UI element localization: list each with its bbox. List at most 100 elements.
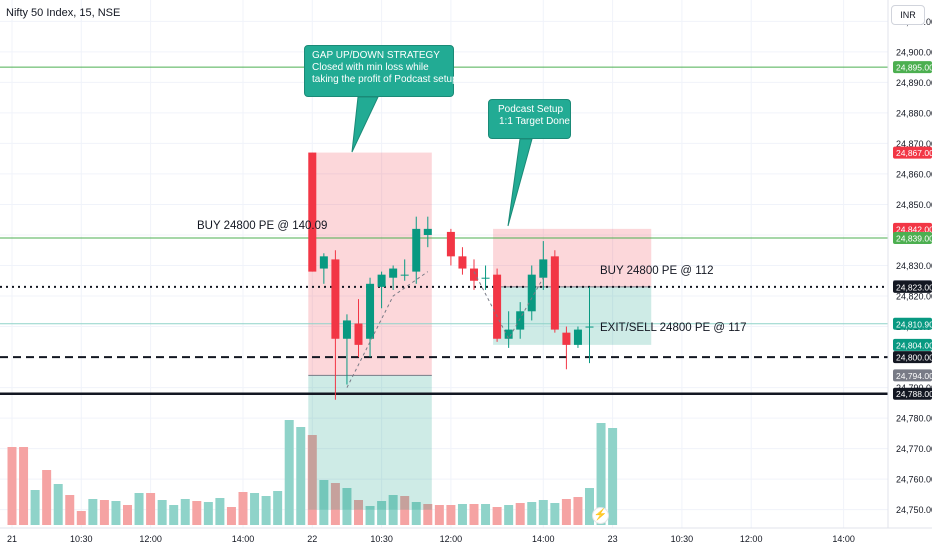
- time-tick-label: 12:00: [440, 534, 463, 544]
- candle-body: [470, 268, 478, 281]
- volume-bar: [250, 493, 260, 525]
- volume-bar: [573, 497, 583, 525]
- price-tag: [893, 387, 932, 400]
- horizontal-lines[interactable]: [0, 66, 888, 395]
- gap-strategy-callout[interactable]: GAP UP/DOWN STRATEGY Closed with min los…: [304, 45, 458, 97]
- volume-bar: [538, 500, 548, 525]
- callout-tails: [351, 96, 533, 227]
- candle-body: [516, 311, 525, 330]
- chart-title: Nifty 50 Index, 15, NSE: [6, 7, 121, 19]
- exit-annotation[interactable]: EXIT/SELL 24800 PE @ 117: [600, 322, 747, 334]
- volume-bar: [134, 493, 144, 525]
- price-tick-label: 24,750.00: [896, 505, 932, 515]
- volume-bar: [307, 435, 317, 525]
- candle-body: [493, 274, 502, 339]
- lightning-icon[interactable]: ⚡: [592, 507, 609, 524]
- podcast-setup-callout[interactable]: Podcast Setup 1:1 Target Done: [488, 99, 571, 139]
- time-tick-label: 14:00: [232, 534, 255, 544]
- volume-bar: [561, 499, 571, 525]
- price-tag-label: 24,794.00: [896, 371, 932, 381]
- candle-body: [366, 283, 375, 339]
- profit-zone: [308, 375, 432, 510]
- callout-tail: [351, 96, 379, 153]
- buy-annotation-1[interactable]: BUY 24800 PE @ 140.09: [197, 220, 328, 232]
- price-tick-label: 24,850.00: [896, 200, 932, 210]
- candle-body: [539, 259, 548, 278]
- candle-body: [389, 268, 398, 278]
- price-tick-label: 24,880.00: [896, 108, 932, 118]
- price-tick-label: 24,780.00: [896, 414, 932, 424]
- volume-bar: [180, 499, 190, 525]
- volume-bar: [99, 500, 109, 525]
- volume-bar: [273, 491, 283, 525]
- price-tag: [893, 61, 932, 74]
- volume-bar: [88, 499, 98, 525]
- volume-bar: [527, 502, 537, 525]
- time-axis[interactable]: 21 10:30 12:00 14:00 22 10:30 12:00 14:00 23 10:3…: [0, 527, 932, 544]
- time-tick-label: 10:30: [70, 534, 93, 544]
- volume-bar: [319, 480, 329, 525]
- time-tick-label: 21: [7, 534, 17, 544]
- volume-bar: [515, 503, 525, 525]
- volume-bar: [226, 507, 236, 525]
- time-tick-label: 12:00: [139, 534, 162, 544]
- volume-bar: [53, 484, 63, 525]
- volume-bar: [330, 483, 340, 525]
- price-tag-label: 24,804.00: [896, 340, 932, 350]
- volume-bar: [157, 500, 167, 525]
- candle-body: [377, 274, 386, 287]
- time-tick-label: 14:00: [832, 534, 855, 544]
- price-tick-label: 24,820.00: [896, 292, 932, 302]
- time-tick-label: 23: [608, 534, 618, 544]
- volume-bar: [146, 493, 156, 525]
- volume-bar: [457, 504, 467, 525]
- callout-tail: [507, 138, 533, 227]
- volume-bars: [7, 420, 618, 525]
- volume-bar: [377, 501, 387, 525]
- candle-body: [308, 152, 317, 272]
- volume-bar: [42, 470, 52, 525]
- currency-button[interactable]: INR: [891, 5, 925, 25]
- candle-body: [446, 231, 455, 257]
- volume-bar: [192, 501, 202, 525]
- callout-line: 1:1 Target Done: [499, 116, 570, 127]
- price-tag-label: 24,895.00: [896, 63, 932, 73]
- volume-bar: [585, 488, 594, 525]
- candle-body: [354, 323, 363, 345]
- callout-line: taking the profit of Podcast setup: [312, 74, 458, 85]
- price-tag: [893, 338, 932, 351]
- buy-annotation-2[interactable]: BUY 24800 PE @ 112: [600, 265, 714, 277]
- position-links: [346, 271, 544, 388]
- volume-bar: [261, 496, 271, 525]
- time-tick-label: 10:30: [370, 534, 393, 544]
- volume-bar: [481, 504, 491, 525]
- price-tick-label: 24,760.00: [896, 475, 932, 485]
- time-tick-label: 12:00: [740, 534, 763, 544]
- price-tick-label: 24,890.00: [896, 78, 932, 88]
- volume-bar: [469, 504, 479, 525]
- candle-body: [458, 256, 467, 269]
- risk-zone: [493, 228, 652, 287]
- price-tag: [893, 232, 932, 245]
- volume-bar: [550, 503, 560, 525]
- price-tick-label: 24,900.00: [896, 47, 932, 57]
- price-tag: [893, 369, 932, 382]
- volume-bar: [400, 496, 410, 525]
- volume-bar: [169, 505, 179, 525]
- trade-link: [346, 271, 429, 388]
- candle-body: [423, 228, 432, 235]
- price-axis[interactable]: 24,910.0024,900.0024,890.0024,880.0024,8…: [887, 0, 932, 528]
- callout-line: Podcast Setup: [498, 104, 564, 115]
- candle-body: [331, 259, 340, 339]
- callout-line: Closed with min loss while: [312, 62, 429, 73]
- volume-bar: [504, 505, 514, 525]
- price-tag-label: 24,788.00: [896, 389, 932, 399]
- time-tick-label: 14:00: [532, 534, 555, 544]
- volume-bar: [76, 511, 86, 525]
- price-tag-label: 24,842.00: [896, 224, 932, 234]
- candles: [308, 152, 594, 400]
- price-tick-label: 24,870.00: [896, 139, 932, 149]
- volume-bar: [446, 505, 456, 525]
- price-tag-label: 24,867.00: [896, 148, 932, 158]
